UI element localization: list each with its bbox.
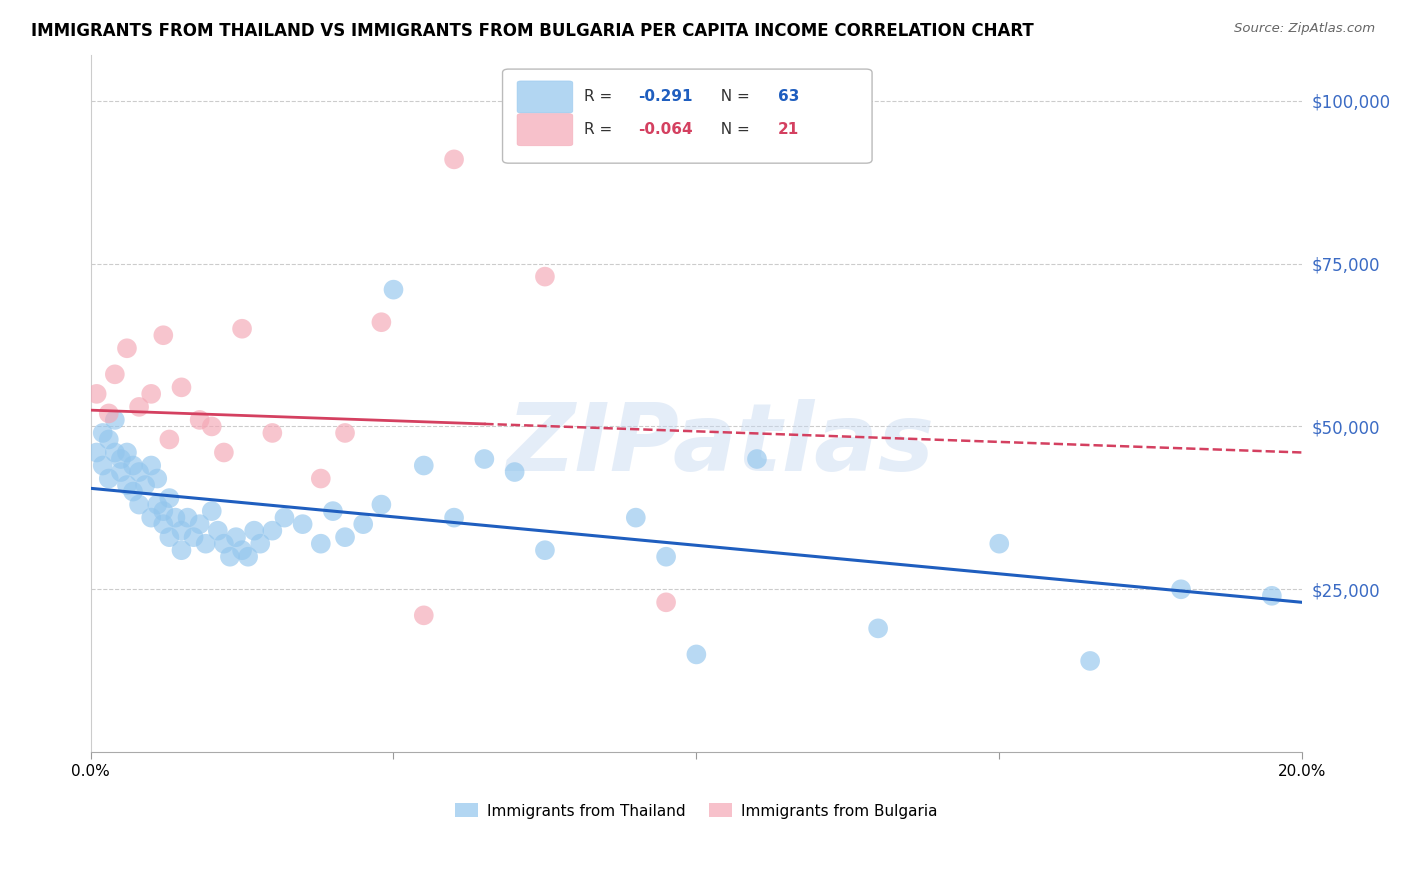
Point (115, 478, 138, 492)
Text: -0.064: -0.064 (638, 122, 693, 137)
Point (333, 530, 356, 544)
Point (201, 419, 224, 434)
Point (170, 543, 193, 558)
FancyBboxPatch shape (517, 81, 572, 113)
Point (141, 510, 163, 524)
Point (86, 445, 108, 459)
Point (370, 498, 392, 512)
Legend: Immigrants from Thailand, Immigrants from Bulgaria: Immigrants from Thailand, Immigrants fro… (449, 797, 943, 824)
Point (194, 537, 217, 551)
Point (472, 452, 495, 467)
Point (685, 648, 707, 662)
Point (146, 471, 169, 485)
Point (412, 458, 434, 473)
Point (110, 465, 132, 479)
Point (333, 425, 356, 440)
Point (273, 510, 295, 524)
Point (104, 368, 127, 382)
Point (309, 537, 332, 551)
Point (249, 537, 271, 551)
Point (128, 400, 150, 414)
Point (104, 445, 127, 459)
Point (157, 530, 180, 544)
Text: IMMIGRANTS FROM THAILAND VS IMMIGRANTS FROM BULGARIA PER CAPITA INCOME CORRELATI: IMMIGRANTS FROM THAILAND VS IMMIGRANTS F… (31, 22, 1033, 40)
Point (97, 471, 120, 485)
Point (207, 524, 229, 538)
Point (624, 510, 647, 524)
Text: 63: 63 (778, 89, 799, 104)
Point (988, 537, 1011, 551)
Point (91, 425, 114, 440)
Point (165, 510, 187, 524)
Point (91, 458, 114, 473)
Point (115, 445, 138, 459)
Point (243, 524, 266, 538)
Point (1170, 582, 1192, 597)
Point (236, 549, 259, 564)
Point (212, 537, 235, 551)
Point (188, 517, 211, 532)
Point (152, 328, 174, 343)
Text: Source: ZipAtlas.com: Source: ZipAtlas.com (1234, 22, 1375, 36)
Point (86, 387, 108, 401)
Point (262, 425, 284, 440)
Point (122, 484, 145, 499)
Text: N =: N = (711, 89, 755, 104)
FancyBboxPatch shape (502, 69, 872, 163)
Text: ZIPatlas: ZIPatlas (506, 400, 935, 491)
Point (122, 458, 145, 473)
Point (134, 478, 156, 492)
Point (141, 387, 163, 401)
Point (170, 380, 193, 394)
Point (231, 543, 253, 558)
Point (382, 283, 405, 297)
FancyBboxPatch shape (517, 113, 572, 145)
Point (868, 621, 890, 635)
Point (115, 341, 138, 355)
Text: 21: 21 (778, 122, 799, 137)
Point (291, 517, 314, 532)
Point (1078, 654, 1101, 668)
Point (128, 498, 150, 512)
Point (157, 433, 180, 447)
Point (201, 504, 224, 518)
Point (443, 510, 465, 524)
Point (110, 452, 132, 467)
Point (188, 413, 211, 427)
Point (352, 517, 374, 532)
Point (231, 322, 253, 336)
Text: R =: R = (583, 89, 617, 104)
Point (745, 452, 768, 467)
Point (128, 465, 150, 479)
Point (534, 543, 557, 558)
Point (503, 465, 526, 479)
Point (97, 406, 120, 420)
Point (146, 498, 169, 512)
Point (104, 413, 127, 427)
Point (157, 491, 180, 505)
Point (183, 530, 205, 544)
Text: N =: N = (711, 122, 755, 137)
Text: R =: R = (583, 122, 617, 137)
Point (309, 471, 332, 485)
Point (370, 315, 392, 329)
Point (655, 595, 678, 609)
Point (412, 608, 434, 623)
Point (219, 549, 242, 564)
Point (534, 269, 557, 284)
Point (212, 445, 235, 459)
Point (655, 549, 678, 564)
Point (152, 517, 174, 532)
Point (176, 510, 198, 524)
Point (225, 530, 247, 544)
Point (152, 504, 174, 518)
Point (322, 504, 344, 518)
Point (97, 433, 120, 447)
Point (262, 524, 284, 538)
Point (141, 458, 163, 473)
Point (1261, 589, 1284, 603)
Point (170, 524, 193, 538)
Point (443, 153, 465, 167)
Text: -0.291: -0.291 (638, 89, 693, 104)
